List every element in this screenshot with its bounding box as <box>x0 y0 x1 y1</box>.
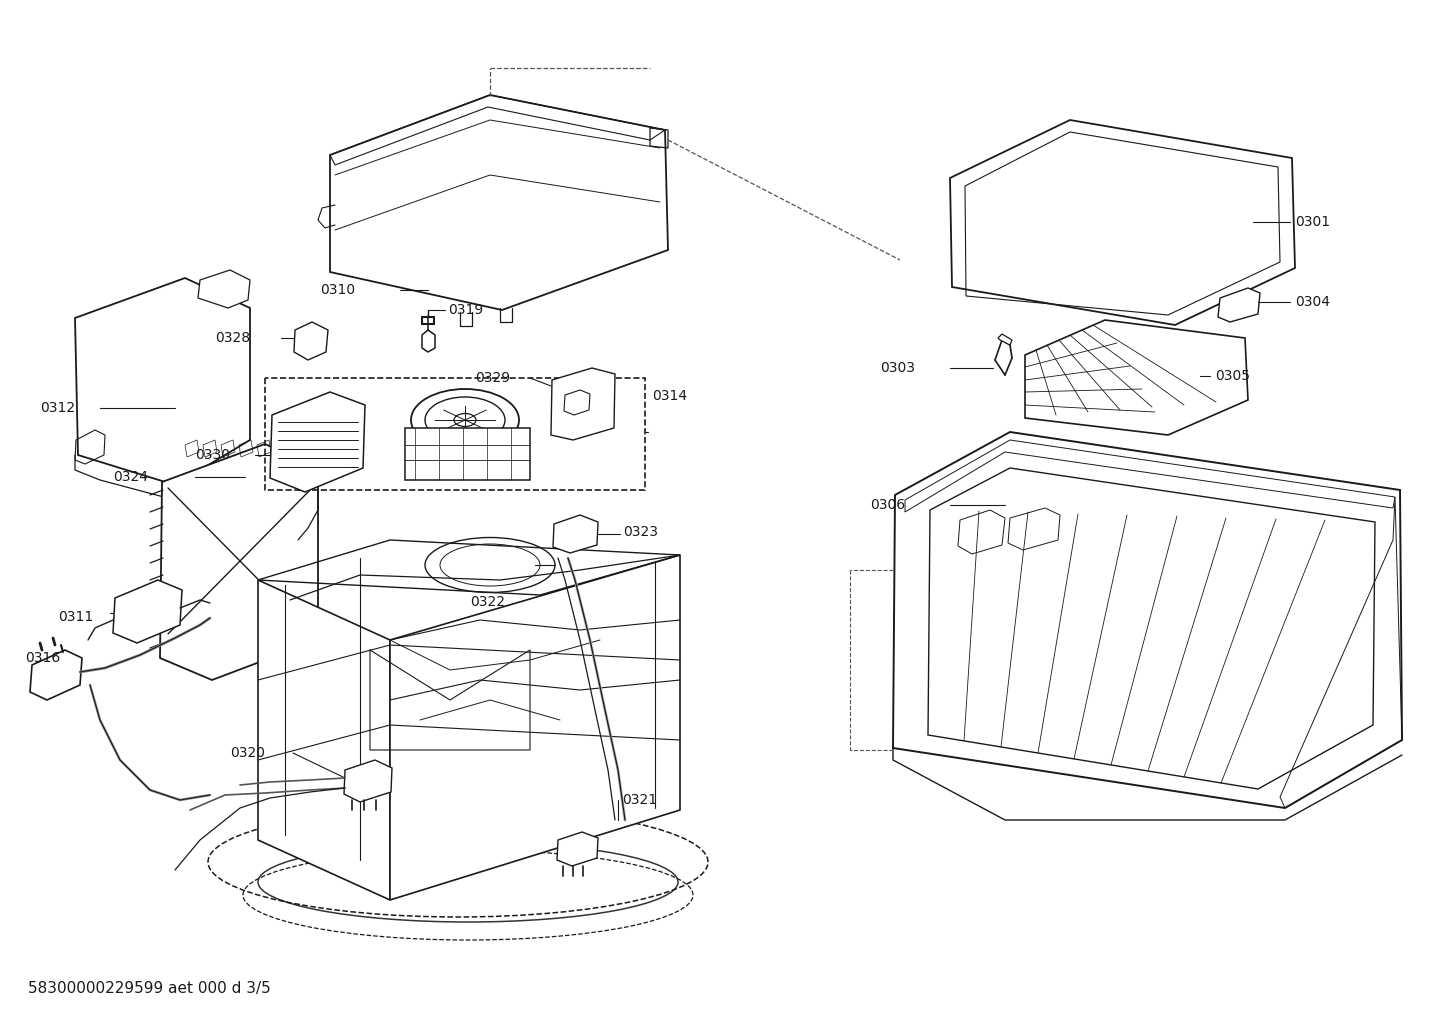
Text: 0312: 0312 <box>40 401 75 415</box>
Ellipse shape <box>411 389 519 451</box>
Polygon shape <box>552 515 598 553</box>
Polygon shape <box>1025 320 1247 435</box>
Polygon shape <box>345 760 392 802</box>
Text: 0323: 0323 <box>623 525 658 539</box>
Text: 0314: 0314 <box>652 389 688 403</box>
Text: 0305: 0305 <box>1216 369 1250 383</box>
Text: 0329: 0329 <box>474 371 510 385</box>
Text: 58300000229599 aet 000 d 3/5: 58300000229599 aet 000 d 3/5 <box>27 980 271 996</box>
Text: 0306: 0306 <box>870 498 906 512</box>
Polygon shape <box>30 650 82 700</box>
Polygon shape <box>198 270 249 308</box>
Text: 0321: 0321 <box>622 793 658 807</box>
Text: 0324: 0324 <box>112 470 149 484</box>
Text: 0330: 0330 <box>195 448 231 462</box>
Polygon shape <box>950 120 1295 325</box>
Polygon shape <box>270 392 365 492</box>
Text: 0320: 0320 <box>231 746 265 760</box>
Polygon shape <box>893 432 1402 808</box>
Polygon shape <box>551 368 614 440</box>
Text: 0304: 0304 <box>1295 294 1330 309</box>
Polygon shape <box>405 428 531 480</box>
Polygon shape <box>75 278 249 485</box>
Text: 0328: 0328 <box>215 331 249 345</box>
Polygon shape <box>1218 288 1260 322</box>
Polygon shape <box>258 580 389 900</box>
Text: 0322: 0322 <box>470 595 505 609</box>
Text: 0319: 0319 <box>448 303 483 317</box>
Polygon shape <box>557 832 598 866</box>
Polygon shape <box>330 95 668 310</box>
Text: 0316: 0316 <box>25 651 61 665</box>
Text: 0303: 0303 <box>880 361 916 375</box>
Text: 0301: 0301 <box>1295 215 1330 229</box>
Polygon shape <box>112 580 182 643</box>
Polygon shape <box>294 322 327 360</box>
Text: 0311: 0311 <box>58 610 94 624</box>
Polygon shape <box>160 444 319 680</box>
Text: 0310: 0310 <box>320 283 355 297</box>
Polygon shape <box>998 334 1012 345</box>
Polygon shape <box>389 555 681 900</box>
